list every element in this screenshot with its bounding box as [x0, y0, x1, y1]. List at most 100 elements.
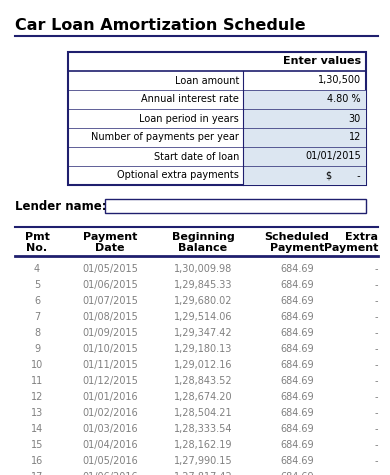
- Text: 15: 15: [31, 440, 43, 450]
- Text: -: -: [374, 296, 378, 306]
- Text: 01/11/2015: 01/11/2015: [82, 360, 138, 370]
- Text: Loan amount: Loan amount: [175, 76, 239, 86]
- Text: 4: 4: [34, 264, 40, 274]
- Text: 684.69: 684.69: [280, 280, 314, 290]
- Text: 01/12/2015: 01/12/2015: [82, 376, 138, 386]
- Text: 1,29,012.16: 1,29,012.16: [174, 360, 232, 370]
- Text: 1,29,180.13: 1,29,180.13: [174, 344, 232, 354]
- Bar: [105, 199, 366, 213]
- Text: 1,29,680.02: 1,29,680.02: [174, 296, 232, 306]
- Text: 684.69: 684.69: [280, 408, 314, 418]
- Text: 01/01/2016: 01/01/2016: [82, 392, 138, 402]
- Text: 1,28,504.21: 1,28,504.21: [174, 408, 232, 418]
- Text: 01/07/2015: 01/07/2015: [82, 296, 138, 306]
- Text: -: -: [374, 312, 378, 322]
- Text: 01/08/2015: 01/08/2015: [82, 312, 138, 322]
- Text: Start date of loan: Start date of loan: [154, 152, 239, 162]
- Text: -: -: [374, 456, 378, 466]
- Text: 684.69: 684.69: [280, 360, 314, 370]
- Text: 684.69: 684.69: [280, 264, 314, 274]
- Text: 01/10/2015: 01/10/2015: [82, 344, 138, 354]
- Text: 4.80 %: 4.80 %: [327, 95, 361, 104]
- Text: 684.69: 684.69: [280, 344, 314, 354]
- Text: 11: 11: [31, 376, 43, 386]
- Text: 01/03/2016: 01/03/2016: [82, 424, 138, 434]
- Text: Extra: Extra: [345, 232, 378, 242]
- Text: 01/05/2016: 01/05/2016: [82, 456, 138, 466]
- Text: -: -: [374, 328, 378, 338]
- Text: 01/01/2015: 01/01/2015: [305, 152, 361, 162]
- Bar: [68, 52, 366, 185]
- Text: Car Loan Amortization Schedule: Car Loan Amortization Schedule: [15, 18, 306, 33]
- Text: 14: 14: [31, 424, 43, 434]
- Text: -: -: [374, 280, 378, 290]
- Text: 684.69: 684.69: [280, 312, 314, 322]
- Bar: [243, 109, 366, 128]
- Text: 1,27,817.42: 1,27,817.42: [174, 472, 232, 475]
- Text: 10: 10: [31, 360, 43, 370]
- Text: Payment: Payment: [270, 243, 324, 253]
- Text: No.: No.: [27, 243, 48, 253]
- Text: 1,27,990.15: 1,27,990.15: [174, 456, 232, 466]
- Text: $        -: $ -: [326, 171, 361, 180]
- Text: 684.69: 684.69: [280, 440, 314, 450]
- Text: 01/05/2015: 01/05/2015: [82, 264, 138, 274]
- Text: 7: 7: [34, 312, 40, 322]
- Text: 1,30,009.98: 1,30,009.98: [174, 264, 232, 274]
- Text: 5: 5: [34, 280, 40, 290]
- Bar: [243, 128, 366, 147]
- Text: Number of payments per year: Number of payments per year: [91, 133, 239, 142]
- Text: 684.69: 684.69: [280, 376, 314, 386]
- Text: 684.69: 684.69: [280, 328, 314, 338]
- Text: Beginning: Beginning: [172, 232, 234, 242]
- Text: 1,29,347.42: 1,29,347.42: [174, 328, 232, 338]
- Text: -: -: [374, 360, 378, 370]
- Text: 1,28,674.20: 1,28,674.20: [174, 392, 232, 402]
- Bar: [243, 90, 366, 109]
- Text: 01/09/2015: 01/09/2015: [82, 328, 138, 338]
- Text: -: -: [374, 344, 378, 354]
- Text: -: -: [374, 376, 378, 386]
- Text: Enter values: Enter values: [283, 57, 361, 66]
- Text: -: -: [374, 472, 378, 475]
- Text: -: -: [374, 440, 378, 450]
- Text: Pmt: Pmt: [25, 232, 50, 242]
- Text: 01/06/2016: 01/06/2016: [82, 472, 138, 475]
- Text: 30: 30: [349, 114, 361, 124]
- Text: 684.69: 684.69: [280, 424, 314, 434]
- Text: Balance: Balance: [179, 243, 227, 253]
- Text: 1,28,162.19: 1,28,162.19: [174, 440, 232, 450]
- Text: 8: 8: [34, 328, 40, 338]
- Text: 16: 16: [31, 456, 43, 466]
- Text: Lender name:: Lender name:: [15, 200, 106, 212]
- Text: 684.69: 684.69: [280, 296, 314, 306]
- Text: Date: Date: [95, 243, 125, 253]
- Text: Optional extra payments: Optional extra payments: [117, 171, 239, 180]
- Text: -: -: [374, 392, 378, 402]
- Text: 1,30,500: 1,30,500: [318, 76, 361, 86]
- Bar: [243, 147, 366, 166]
- Text: 1,28,333.54: 1,28,333.54: [174, 424, 232, 434]
- Text: Scheduled: Scheduled: [264, 232, 330, 242]
- Text: Payment: Payment: [83, 232, 137, 242]
- Text: 9: 9: [34, 344, 40, 354]
- Text: Payment: Payment: [324, 243, 378, 253]
- Text: 6: 6: [34, 296, 40, 306]
- Text: 01/06/2015: 01/06/2015: [82, 280, 138, 290]
- Text: 01/02/2016: 01/02/2016: [82, 408, 138, 418]
- Text: -: -: [374, 424, 378, 434]
- Text: Annual interest rate: Annual interest rate: [141, 95, 239, 104]
- Text: 12: 12: [349, 133, 361, 142]
- Text: 13: 13: [31, 408, 43, 418]
- Text: 17: 17: [31, 472, 43, 475]
- Text: -: -: [374, 408, 378, 418]
- Text: 12: 12: [31, 392, 43, 402]
- Text: 1,29,845.33: 1,29,845.33: [174, 280, 232, 290]
- Text: 1,28,843.52: 1,28,843.52: [174, 376, 232, 386]
- Text: 684.69: 684.69: [280, 472, 314, 475]
- Text: 01/04/2016: 01/04/2016: [82, 440, 138, 450]
- Bar: [243, 166, 366, 185]
- Text: 1,29,514.06: 1,29,514.06: [174, 312, 232, 322]
- Text: 684.69: 684.69: [280, 392, 314, 402]
- Text: -: -: [374, 264, 378, 274]
